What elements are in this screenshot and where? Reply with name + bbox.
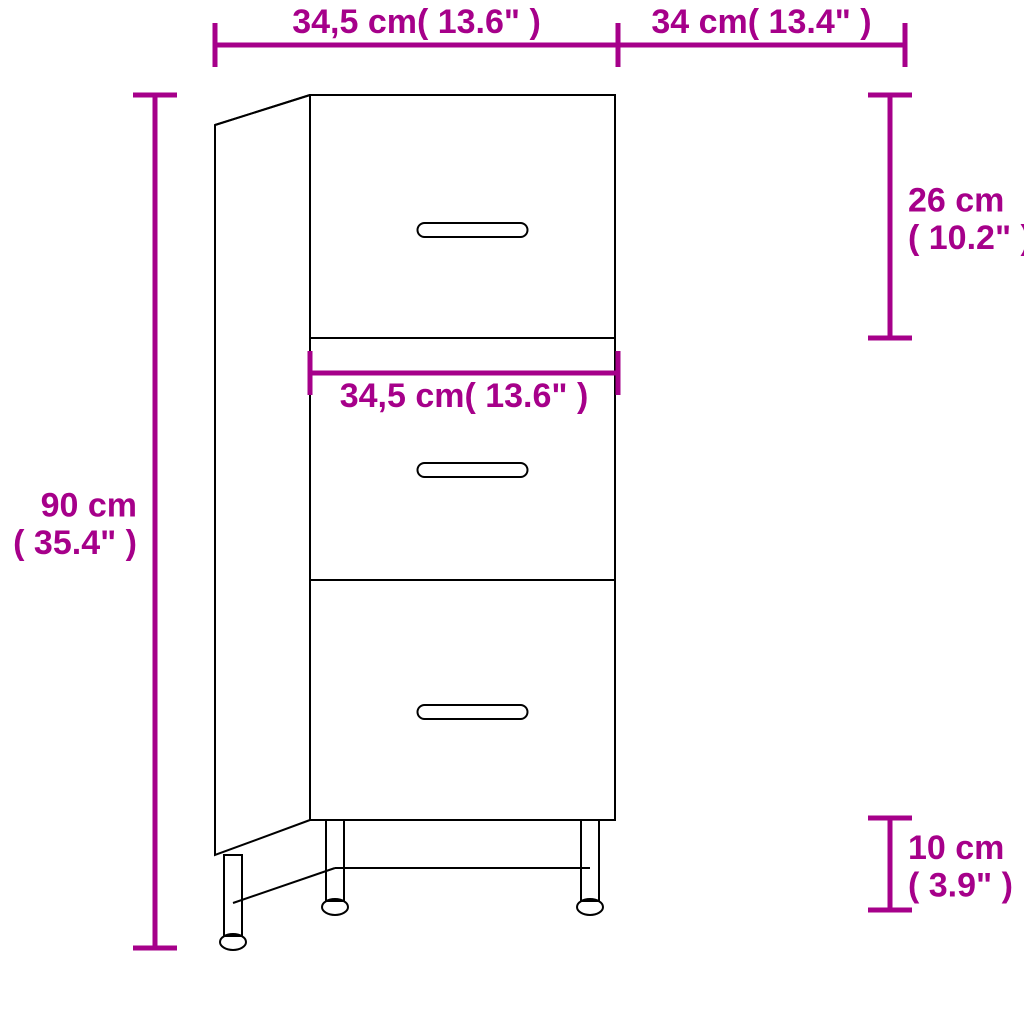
cabinet-side xyxy=(215,95,310,855)
drawer-handle-3 xyxy=(418,705,528,719)
dimensions.depth_top-label: 34 cm( 13.4" ) xyxy=(651,3,871,41)
dimensions.total_height-label: 90 cm( 35.4" ) xyxy=(13,486,137,561)
dimensions.width_front: 34,5 cm( 13.6" ) xyxy=(215,3,618,45)
dimensions.inner_width: 34,5 cm( 13.6" ) xyxy=(310,351,618,415)
dimensions.leg_height: 10 cm( 3.9" ) xyxy=(868,818,1013,910)
dimensions.inner_width-label: 34,5 cm( 13.6" ) xyxy=(340,377,589,415)
dimensions.width_front-label: 34,5 cm( 13.6" ) xyxy=(292,3,541,41)
dimensions.leg_height-label: 10 cm( 3.9" ) xyxy=(908,829,1013,904)
back-left-leg xyxy=(224,855,242,936)
dimensions.drawer_height: 26 cm( 10.2" ) xyxy=(868,95,1024,338)
drawer-handle-1 xyxy=(418,223,528,237)
dimensions.drawer_height-label: 26 cm( 10.2" ) xyxy=(908,181,1024,256)
drawer-handle-2 xyxy=(418,463,528,477)
front-left-leg xyxy=(326,820,344,901)
dimension-diagram: 34,5 cm( 13.6" ) 34 cm( 13.4" ) 34,5 cm( 1… xyxy=(0,0,1024,1024)
front-right-leg xyxy=(581,820,599,901)
dimensions.total_height: 90 cm( 35.4" ) xyxy=(13,95,177,948)
cabinet-front xyxy=(310,95,615,820)
dimensions.depth_top: 34 cm( 13.4" ) xyxy=(618,3,905,45)
